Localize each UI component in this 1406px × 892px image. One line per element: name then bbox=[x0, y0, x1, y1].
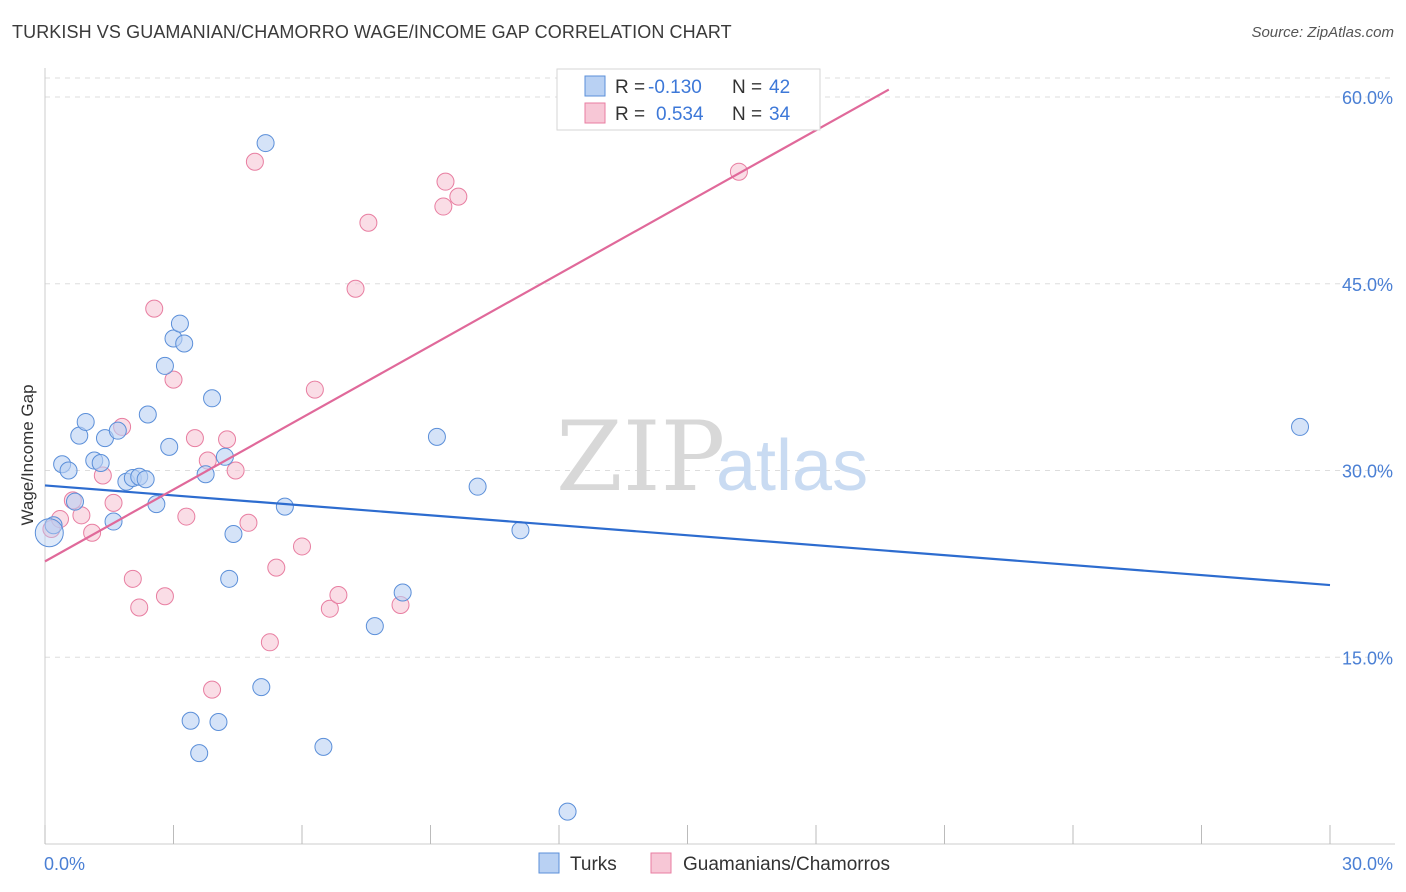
guam-point bbox=[164, 370, 183, 389]
turks-point bbox=[256, 134, 275, 153]
turks-point bbox=[65, 492, 84, 511]
y-tick-label: 45.0% bbox=[1342, 275, 1393, 295]
turks-point bbox=[59, 461, 78, 480]
turks-point bbox=[427, 427, 446, 446]
turks-point bbox=[181, 711, 200, 730]
turks-point bbox=[34, 518, 64, 548]
guam-point bbox=[320, 599, 339, 618]
turks-point bbox=[155, 356, 174, 375]
bottom-legend-guam-label: Guamanians/Chamorros bbox=[683, 854, 890, 875]
turks-point bbox=[468, 477, 487, 496]
turks-point bbox=[190, 744, 209, 763]
legend-turks-swatch bbox=[584, 75, 606, 97]
turks-point bbox=[138, 405, 157, 424]
legend-turks-n-value: 42 bbox=[769, 77, 790, 98]
guam-point bbox=[305, 380, 324, 399]
turks-point bbox=[160, 437, 179, 456]
guam-point bbox=[293, 537, 311, 556]
series-turks-points bbox=[34, 134, 1310, 821]
turks-point bbox=[175, 334, 194, 353]
turks-point bbox=[558, 802, 577, 821]
guam-point bbox=[123, 569, 142, 588]
guam-point bbox=[226, 461, 245, 480]
turks-point bbox=[314, 737, 333, 756]
bottom-legend: Turks Guamanians/Chamorros bbox=[538, 852, 890, 875]
legend-guam-r-value: 0.534 bbox=[656, 104, 704, 125]
source-label: Source: ZipAtlas.com bbox=[1251, 24, 1394, 41]
guam-point bbox=[203, 680, 222, 699]
turks-point bbox=[275, 497, 294, 516]
guam-point bbox=[449, 187, 468, 206]
turks-point bbox=[511, 521, 530, 540]
guam-point bbox=[359, 213, 378, 232]
turks-point bbox=[203, 389, 222, 408]
legend-guam-n-label: N = bbox=[732, 104, 762, 125]
guam-point bbox=[346, 279, 365, 298]
guam-point bbox=[218, 430, 237, 449]
turks-point bbox=[209, 712, 228, 731]
watermark: ZIP atlas bbox=[556, 401, 868, 513]
turks-point bbox=[220, 569, 239, 588]
turks-point bbox=[136, 470, 155, 489]
bottom-legend-turks-label: Turks bbox=[570, 854, 617, 875]
guam-point bbox=[329, 586, 348, 604]
guam-point bbox=[245, 152, 264, 171]
x-tick-label: 0.0% bbox=[44, 854, 85, 874]
guam-trend-line bbox=[44, 88, 890, 563]
turks-point bbox=[170, 314, 189, 333]
turks-point bbox=[365, 617, 384, 636]
turks-point bbox=[1291, 417, 1310, 436]
watermark-zip: ZIP bbox=[556, 401, 725, 513]
guam-point bbox=[185, 429, 204, 448]
turks-trend-line bbox=[44, 484, 1331, 587]
guam-point bbox=[434, 197, 453, 216]
bottom-legend-guam-swatch bbox=[650, 852, 672, 874]
guam-point bbox=[155, 587, 174, 606]
guam-point bbox=[436, 172, 455, 191]
legend-turks-r-label: R = bbox=[615, 77, 645, 98]
turks-point bbox=[91, 454, 110, 473]
trend-lines bbox=[44, 88, 1331, 587]
y-axis-title: Wage/Income Gap bbox=[18, 384, 37, 525]
turks-point bbox=[108, 421, 127, 440]
turks-point bbox=[76, 412, 95, 431]
guam-point bbox=[145, 299, 164, 318]
axes bbox=[44, 68, 1395, 845]
legend-turks-r-value: -0.130 bbox=[648, 77, 702, 98]
guam-point bbox=[104, 493, 123, 512]
watermark-atlas: atlas bbox=[716, 426, 868, 506]
guam-point bbox=[267, 558, 286, 577]
y-tick-label: 30.0% bbox=[1342, 462, 1393, 482]
y-tick-labels: 15.0% 30.0% 45.0% 60.0% bbox=[1342, 88, 1393, 668]
guam-point bbox=[177, 507, 196, 526]
guam-point bbox=[130, 598, 149, 617]
legend-turks-n-label: N = bbox=[732, 77, 762, 98]
x-tick-labels: 0.0% 30.0% bbox=[44, 854, 1393, 874]
x-tick-label: 30.0% bbox=[1342, 854, 1393, 874]
guam-point bbox=[239, 513, 258, 532]
turks-point bbox=[252, 678, 271, 697]
turks-point bbox=[224, 524, 243, 543]
legend-guam-n-value: 34 bbox=[769, 104, 791, 125]
turks-point bbox=[393, 583, 412, 602]
bottom-legend-turks-swatch bbox=[538, 852, 560, 874]
legend-guam-swatch bbox=[584, 102, 606, 124]
chart-title: TURKISH VS GUAMANIAN/CHAMORRO WAGE/INCOM… bbox=[12, 22, 732, 42]
y-tick-label: 60.0% bbox=[1342, 88, 1393, 108]
legend-guam-r-label: R = bbox=[615, 104, 645, 125]
guam-point bbox=[260, 633, 279, 652]
y-tick-label: 15.0% bbox=[1342, 648, 1393, 668]
stats-legend: R = -0.130 N = 42 R = 0.534 N = 34 bbox=[556, 68, 821, 131]
